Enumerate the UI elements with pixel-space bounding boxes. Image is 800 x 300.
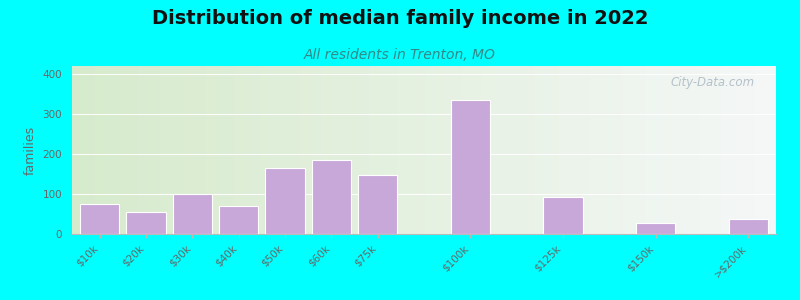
Bar (636, 223, 675, 234)
Bar (729, 219, 768, 234)
Text: City-Data.com: City-Data.com (670, 76, 755, 89)
Text: All residents in Trenton, MO: All residents in Trenton, MO (304, 48, 496, 62)
Bar (312, 160, 351, 234)
Bar (266, 168, 305, 234)
Bar (80, 204, 119, 234)
Bar (219, 206, 258, 234)
Bar (126, 212, 166, 234)
Y-axis label: families: families (24, 125, 37, 175)
Bar (358, 175, 398, 234)
Bar (450, 100, 490, 234)
Bar (543, 197, 582, 234)
Bar (173, 194, 212, 234)
Text: Distribution of median family income in 2022: Distribution of median family income in … (152, 9, 648, 28)
